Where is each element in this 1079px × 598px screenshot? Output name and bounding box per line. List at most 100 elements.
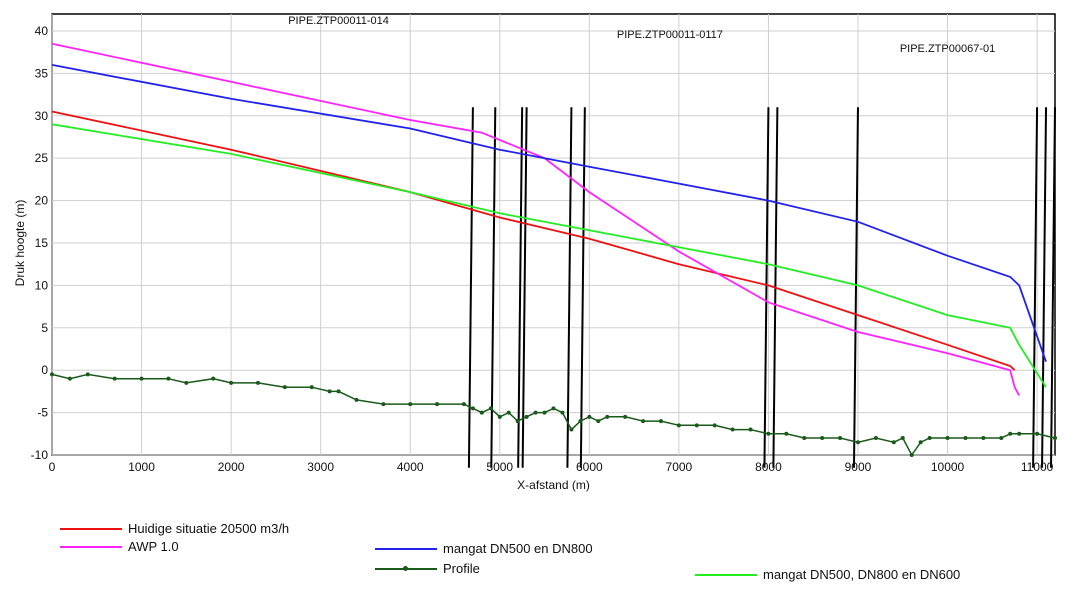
y-tick-label: 0 [41, 363, 48, 377]
axes: 0 1000 2000 3000 4000 5000 6000 7000 8000 9000 100… [13, 24, 1054, 492]
series-lines [50, 42, 1057, 457]
x-tick-label: 1000 [128, 460, 155, 474]
y-tick-label: 25 [35, 151, 49, 165]
vertical-marker [517, 107, 524, 468]
profile-point [229, 380, 234, 385]
vertical-marker [1032, 107, 1039, 468]
profile-point [408, 402, 413, 407]
x-tick-label: 7000 [666, 460, 693, 474]
legend-label-awp: AWP 1.0 [128, 539, 179, 555]
profile-point [730, 427, 735, 432]
vertical-marker [1050, 107, 1056, 468]
legend-mangat1: mangat DN500 en DN800 [375, 540, 593, 556]
x-tick-label: 10000 [931, 460, 965, 474]
legend-swatch-blue [375, 547, 437, 550]
series-line [51, 42, 1020, 397]
series-line [51, 110, 1016, 371]
profile-point [766, 431, 771, 436]
y-tick-label: 10 [35, 278, 49, 292]
series-line [51, 64, 1047, 362]
profile-point [211, 376, 216, 381]
profile-point [479, 410, 484, 415]
profile-point [67, 376, 72, 381]
y-tick-label: -10 [31, 448, 49, 462]
profile-point [855, 440, 860, 445]
series-line [51, 123, 1047, 388]
y-tick-label: -5 [37, 406, 48, 420]
pipe-labels: PIPE.ZTP00011-014 PIPE.ZTP00011-0117 PIPE.… [288, 15, 995, 55]
legend-label-huidige: Huidige situatie 20500 m3/h [128, 521, 290, 537]
legend-swatch-green [695, 573, 757, 576]
profile-point [515, 419, 520, 424]
x-tick-label: 3000 [307, 460, 334, 474]
profile-point [587, 414, 592, 419]
profile-point [381, 402, 386, 407]
x-tick-label: 4000 [397, 460, 424, 474]
profile-point [255, 380, 260, 385]
legend-mangat2: mangat DN500, DN800 en DN600 [695, 566, 960, 582]
profile-point [784, 431, 789, 436]
profile-point [50, 372, 54, 377]
legend-label-mangat2: mangat DN500, DN800 en DN600 [763, 567, 961, 583]
legend-swatch-magenta [60, 545, 122, 548]
profile-point [658, 419, 663, 424]
x-tick-label: 6000 [576, 460, 603, 474]
legend-awp: AWP 1.0 [60, 538, 179, 554]
x-tick-label: 5000 [486, 460, 513, 474]
profile-point [524, 414, 529, 419]
profile-point [909, 453, 914, 457]
profile-point [488, 406, 493, 411]
profile-point [354, 397, 359, 402]
profile-point [623, 414, 628, 419]
profile-point [802, 436, 807, 441]
profile-point [1035, 431, 1040, 436]
profile-point [85, 372, 90, 377]
y-tick-label: 15 [35, 236, 49, 250]
vertical-marker [521, 107, 528, 468]
legend-label-mangat1: mangat DN500 en DN800 [443, 541, 593, 557]
profile-point [820, 436, 825, 441]
x-tick-label: 0 [49, 460, 56, 474]
profile-point [891, 440, 896, 445]
profile-point [470, 406, 475, 411]
profile-point [578, 419, 583, 424]
vertical-marker [566, 107, 573, 468]
profile-point [900, 436, 905, 441]
grid [51, 13, 1056, 456]
legend-swatch-profile [375, 565, 437, 571]
profile-point [748, 427, 753, 432]
vertical-marker [763, 107, 770, 468]
x-tick-label: 2000 [218, 460, 245, 474]
legend-swatch-red [60, 527, 122, 530]
profile-point [327, 389, 332, 394]
profile-point [506, 410, 511, 415]
profile-point [981, 436, 986, 441]
legend-profile: Profile [375, 560, 480, 576]
profile-point [184, 380, 189, 385]
profile-point [166, 376, 171, 381]
profile-point [435, 402, 440, 407]
x-tick-label: 9000 [845, 460, 872, 474]
vertical-marker [1041, 107, 1048, 468]
profile-point [282, 385, 287, 390]
profile-point [560, 410, 565, 415]
vertical-marker [467, 107, 474, 468]
profile-point [551, 406, 556, 411]
profile-point [605, 414, 610, 419]
profile-point [945, 436, 950, 441]
profile-point [112, 376, 117, 381]
profile-point [596, 419, 601, 424]
profile-point [999, 436, 1004, 441]
profile-point [838, 436, 843, 441]
profile-point [1008, 431, 1013, 436]
x-tick-label: 8000 [755, 460, 782, 474]
legend-profile-marker [403, 565, 408, 571]
x-axis-title: X-afstand (m) [517, 478, 590, 492]
profile-point [712, 423, 717, 428]
profile-point [694, 423, 699, 428]
profile-point [336, 389, 341, 394]
y-axis-title: Druk hoogte (m) [13, 200, 27, 287]
y-tick-label: 30 [35, 109, 49, 123]
